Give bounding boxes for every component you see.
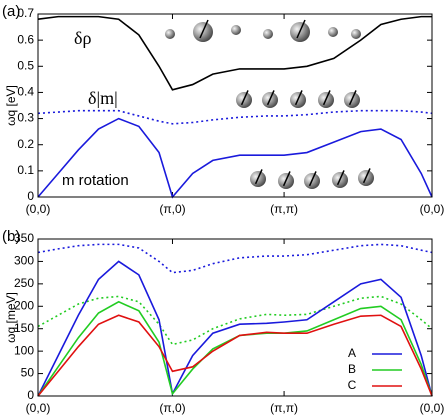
spin-arrow bbox=[266, 90, 275, 106]
y-axis-label: ωq [meV] bbox=[4, 292, 18, 343]
y-tick-label: 0.7 bbox=[17, 6, 34, 20]
spin-arrow bbox=[336, 170, 345, 186]
legend-label: C bbox=[348, 378, 357, 392]
legend-label: A bbox=[348, 346, 356, 360]
spin-arrow bbox=[348, 90, 357, 106]
x-tick-label: (0,0) bbox=[420, 202, 445, 216]
data-line bbox=[37, 109, 433, 125]
y-tick-label: 0 bbox=[27, 388, 34, 402]
x-tick-label: (0,0) bbox=[420, 401, 445, 415]
annotation: δ|m| bbox=[88, 88, 118, 108]
y-tick-label: 0.2 bbox=[17, 137, 34, 151]
data-line bbox=[37, 300, 433, 397]
spin-arrow bbox=[199, 19, 209, 39]
spin-arrow bbox=[254, 169, 263, 185]
spin-arrow bbox=[308, 171, 317, 187]
data-line bbox=[37, 117, 433, 199]
sphere-icon bbox=[263, 29, 273, 39]
sphere-icon bbox=[165, 29, 175, 39]
annotation: m rotation bbox=[62, 172, 129, 189]
x-tick-label: (π,0) bbox=[159, 202, 185, 216]
data-line bbox=[37, 243, 433, 274]
plot-frame bbox=[37, 13, 433, 198]
y-tick-label: 250 bbox=[14, 276, 34, 290]
spin-arrow bbox=[296, 19, 306, 39]
sphere-icon bbox=[351, 29, 361, 39]
x-tick-label: (π,π) bbox=[270, 202, 298, 216]
data-line bbox=[37, 15, 432, 91]
y-axis-label: ωq [eV] bbox=[4, 85, 18, 126]
spin-arrow bbox=[362, 168, 371, 184]
y-tick-label: 0.6 bbox=[17, 32, 34, 46]
spin-arrow bbox=[322, 90, 331, 106]
y-tick-label: 0.1 bbox=[17, 163, 34, 177]
y-tick-label: 0.5 bbox=[17, 58, 34, 72]
y-tick-label: 350 bbox=[14, 231, 34, 245]
x-tick-label: (π,0) bbox=[159, 401, 185, 415]
y-tick-label: 100 bbox=[14, 343, 34, 357]
sphere-icon bbox=[231, 25, 241, 35]
spin-arrow bbox=[282, 171, 291, 187]
panel-label: (b) bbox=[2, 228, 20, 245]
x-tick-label: (0,0) bbox=[26, 202, 51, 216]
y-tick-label: 50 bbox=[21, 366, 35, 380]
sphere-icon bbox=[328, 27, 338, 37]
spin-arrow bbox=[294, 90, 303, 106]
y-tick-label: 300 bbox=[14, 254, 34, 268]
legend-label: B bbox=[348, 362, 356, 376]
annotation: δρ bbox=[74, 28, 91, 48]
data-line bbox=[37, 260, 433, 397]
y-tick-label: 0.3 bbox=[17, 111, 34, 125]
spin-arrow bbox=[240, 90, 249, 106]
y-tick-label: 0 bbox=[27, 189, 34, 203]
y-tick-label: 200 bbox=[14, 298, 34, 312]
y-tick-label: 0.4 bbox=[17, 85, 34, 99]
panel-label: (a) bbox=[2, 3, 20, 20]
y-tick-label: 150 bbox=[14, 321, 34, 335]
data-line bbox=[37, 314, 433, 397]
data-line bbox=[37, 295, 433, 346]
x-tick-label: (π,π) bbox=[270, 401, 298, 415]
plot-frame bbox=[37, 238, 433, 397]
x-tick-label: (0,0) bbox=[26, 401, 51, 415]
